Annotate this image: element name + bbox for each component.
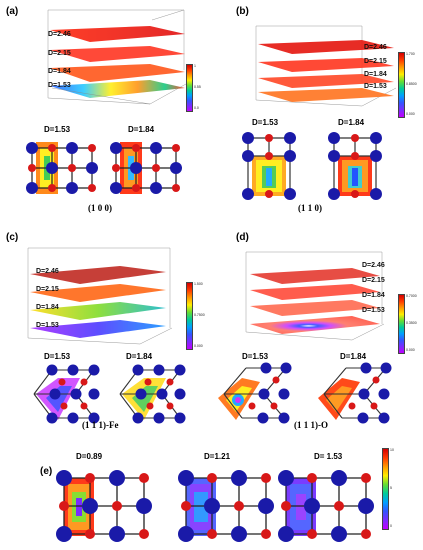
layer-label: D=1.53 bbox=[36, 322, 59, 329]
panel-caption: (1 0 0) bbox=[88, 203, 112, 213]
layer-stack-c bbox=[27, 247, 173, 345]
layer-label: D=2.46 bbox=[36, 268, 59, 275]
slice-label: D=0.89 bbox=[76, 452, 103, 461]
atom-slice-e3 bbox=[278, 470, 374, 542]
atom-slice-d2 bbox=[318, 362, 392, 424]
layer-stack-a bbox=[47, 9, 187, 105]
panel-label: (c) bbox=[6, 232, 19, 243]
panel-caption: (1 1 0) bbox=[298, 203, 322, 213]
colorbar-tick: 10 bbox=[390, 448, 394, 452]
colorbar-tick: 0.55 bbox=[194, 85, 201, 89]
colorbar-tick: 0.8500 bbox=[406, 82, 417, 86]
slice-label: D=1.53 bbox=[242, 352, 269, 361]
panel-label: (a) bbox=[6, 6, 19, 17]
panel-e: (e) D=0.89 D=1.21 D= 1.53 bbox=[0, 440, 423, 550]
atom-slice-c2 bbox=[119, 364, 186, 424]
atom-slice-d1 bbox=[218, 362, 292, 424]
slice-label: D=1.53 bbox=[44, 125, 71, 134]
slice-label: D=1.84 bbox=[128, 125, 155, 134]
panel-caption: (1 1 1)-Fe bbox=[82, 420, 119, 430]
colorbar-tick: 5 bbox=[390, 486, 392, 490]
layer-label: D=1.84 bbox=[48, 68, 71, 75]
slice-label: D=1.84 bbox=[338, 118, 365, 127]
atom-slice-a2 bbox=[110, 142, 182, 194]
layer-label: D=2.46 bbox=[48, 31, 71, 38]
slice-label: D=1.53 bbox=[44, 352, 71, 361]
layer-label: D=2.15 bbox=[36, 286, 59, 293]
layer-label: D=1.53 bbox=[362, 307, 385, 314]
layer-label: D=2.15 bbox=[48, 50, 71, 57]
layer-label: D=2.46 bbox=[364, 44, 387, 51]
layer-label: D=1.84 bbox=[36, 304, 59, 311]
colorbar bbox=[186, 64, 193, 112]
layer-label: D=1.53 bbox=[48, 82, 71, 89]
colorbar-tick: 0.7000 bbox=[406, 294, 417, 298]
panel-label: (b) bbox=[236, 6, 249, 17]
colorbar bbox=[186, 282, 193, 350]
colorbar-tick: 1.500 bbox=[194, 282, 203, 286]
colorbar-tick: 1.700 bbox=[406, 52, 415, 56]
layer-label: D=2.15 bbox=[362, 277, 385, 284]
panel-a: (a) D=2.46 D=2.15 D=1.84 D=1.53 1 0.55 0… bbox=[0, 0, 211, 215]
colorbar-tick: 0.0 bbox=[194, 106, 199, 110]
colorbar bbox=[398, 294, 405, 354]
panel-d: (d) D=2.46 D=2.15 D=1.84 D=1.53 0.7000 0… bbox=[212, 228, 423, 433]
layer-label: D=2.15 bbox=[364, 58, 387, 65]
panel-c: (c) D=2.46 D=2.15 D=1.84 D=1.53 1.500 0.… bbox=[0, 228, 211, 433]
panel-label: (e) bbox=[40, 466, 53, 477]
slice-label: D=1.53 bbox=[252, 118, 279, 127]
atom-slice-e2 bbox=[178, 470, 274, 542]
layer-label: D=1.53 bbox=[364, 83, 387, 90]
panel-caption: (1 1 1)-O bbox=[294, 420, 328, 430]
layer-label: D=1.84 bbox=[364, 71, 387, 78]
atom-slice-b1 bbox=[242, 132, 296, 200]
layer-stack-d bbox=[245, 251, 385, 341]
colorbar bbox=[382, 448, 389, 530]
atom-slice-c1 bbox=[33, 364, 100, 424]
colorbar bbox=[398, 52, 405, 118]
colorbar-tick: 0.7500 bbox=[194, 313, 205, 317]
layer-label: D=2.46 bbox=[362, 262, 385, 269]
colorbar-tick: 0.000 bbox=[194, 344, 203, 348]
slice-label: D=1.21 bbox=[204, 452, 231, 461]
colorbar-tick: 0 bbox=[390, 524, 392, 528]
colorbar-tick: 0.3500 bbox=[406, 321, 417, 325]
colorbar-tick: 0.000 bbox=[406, 348, 415, 352]
atom-slice-b2 bbox=[328, 132, 382, 200]
layer-label: D=1.84 bbox=[362, 292, 385, 299]
panel-label: (d) bbox=[236, 232, 249, 243]
colorbar-tick: 0.000 bbox=[406, 112, 415, 116]
colorbar-tick: 1 bbox=[194, 64, 196, 68]
layer-stack-b bbox=[255, 25, 397, 107]
atom-slice-a1 bbox=[26, 142, 98, 194]
panel-b: (b) D=2.46 D=2.15 D=1.84 D=1.53 1.700 0.… bbox=[212, 0, 423, 215]
slice-label: D=1.84 bbox=[126, 352, 153, 361]
slice-label: D= 1.53 bbox=[314, 452, 343, 461]
atom-slice-e1 bbox=[56, 470, 152, 542]
slice-label: D=1.84 bbox=[340, 352, 367, 361]
